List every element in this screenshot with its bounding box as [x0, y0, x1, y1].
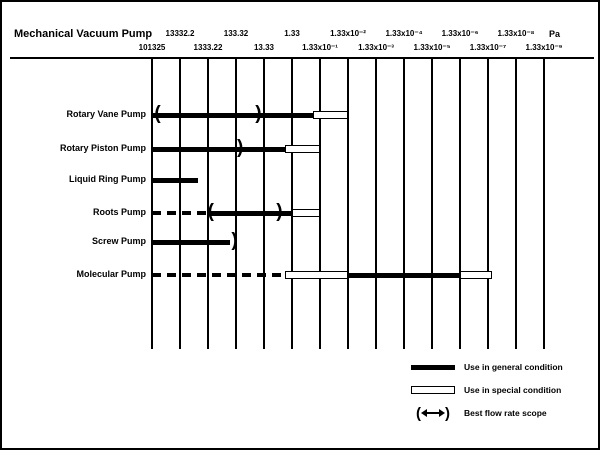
flow-scope-bracket: ) [255, 103, 262, 124]
segment-general [152, 113, 313, 118]
flow-scope-bracket: ) [276, 201, 283, 222]
segment-dashed [152, 273, 285, 277]
left-paren-glyph: ( [416, 404, 421, 422]
axis-tick-label: 1.33x10⁻⁷ [469, 43, 507, 52]
axis-tick-label: 101325 [138, 43, 166, 52]
gridline [291, 59, 293, 349]
pump-row-label: Molecular Pump [76, 269, 146, 279]
legend: Use in general condition Use in special c… [410, 362, 563, 421]
segment-general [348, 273, 460, 278]
legend-item: Use in general condition [410, 362, 563, 372]
pump-row-label: Rotary Vane Pump [66, 109, 146, 119]
axis-tick-label: 1.33x10⁻⁹ [525, 43, 563, 52]
legend-special-bar [411, 386, 455, 394]
double-arrow-icon [421, 409, 445, 417]
segment-general [152, 240, 231, 245]
gridline [263, 59, 265, 349]
axis-tick-label: 1.33x10⁻⁴ [385, 29, 423, 38]
axis-tick-label: 1.33x10⁻⁶ [441, 29, 479, 38]
legend-swatch-bracket: () [410, 406, 456, 421]
segment-special [285, 145, 320, 153]
right-paren-glyph: ) [445, 404, 450, 422]
gridline [235, 59, 237, 349]
axis-tick-label: 133.32 [223, 29, 249, 38]
axis-tick-label: 1.33x10⁻⁵ [413, 43, 451, 52]
arrow-right-head [439, 409, 445, 417]
gridline [375, 59, 377, 349]
top-axis-line [10, 57, 594, 59]
axis-tick-label: 1.33 [284, 29, 300, 38]
axis-unit-label: Pa [549, 29, 561, 39]
page-title: Mechanical Vacuum Pump [14, 28, 153, 40]
segment-general [152, 147, 285, 152]
flow-scope-bracket: ( [154, 103, 161, 124]
arrow-line [424, 412, 442, 414]
legend-item: () Best flow rate scope [410, 406, 563, 421]
pump-row-label: Screw Pump [91, 236, 146, 246]
axis-tick-label: 13332.2 [165, 29, 195, 38]
gridline [347, 59, 349, 349]
legend-label: Use in special condition [464, 385, 562, 395]
legend-swatch-general [410, 364, 456, 370]
gridline [151, 59, 153, 349]
axis-tick-label: 1.33x10⁻¹ [302, 43, 338, 52]
gridline [403, 59, 405, 349]
pump-row-label: Rotary Piston Pump [59, 143, 146, 153]
axis-tick-label: 1.33x10⁻³ [358, 43, 394, 52]
arrow-left-head [421, 409, 427, 417]
legend-swatch-special [410, 386, 456, 394]
legend-general-bar [411, 364, 455, 370]
flow-scope-bracket: ( [207, 201, 214, 222]
segment-special [292, 209, 320, 217]
gridline [487, 59, 489, 349]
segment-special [285, 271, 348, 279]
gridline [431, 59, 433, 349]
gridline [179, 59, 181, 349]
axis-tick-label: 1333.22 [193, 43, 223, 52]
legend-item: Use in special condition [410, 385, 563, 395]
segment-dashed [152, 211, 208, 215]
pump-row-label: Liquid Ring Pump [69, 174, 146, 184]
gridline [207, 59, 209, 349]
flow-scope-bracket: ) [231, 230, 238, 251]
flow-scope-bracket: ) [237, 137, 244, 158]
gridline [515, 59, 517, 349]
segment-special [460, 271, 493, 279]
gridline [459, 59, 461, 349]
axis-tick-label: 1.33x10⁻² [330, 29, 366, 38]
gridline [319, 59, 321, 349]
segment-general [208, 211, 292, 216]
axis-tick-label: 13.33 [253, 43, 275, 52]
segment-special [313, 111, 348, 119]
legend-label: Use in general condition [464, 362, 563, 372]
legend-label: Best flow rate scope [464, 408, 547, 418]
gridline [543, 59, 545, 349]
pump-row-label: Roots Pump [93, 207, 146, 217]
segment-general [152, 178, 199, 183]
axis-tick-label: 1.33x10⁻⁸ [497, 29, 535, 38]
